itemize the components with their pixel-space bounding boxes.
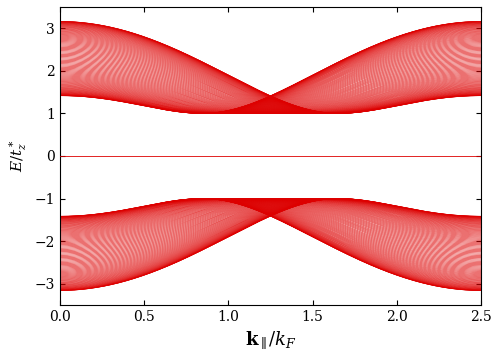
Y-axis label: $E/t_z^*$: $E/t_z^*$ xyxy=(7,140,29,173)
X-axis label: $\mathbf{k}_{\parallel}/k_F$: $\mathbf{k}_{\parallel}/k_F$ xyxy=(245,329,296,351)
